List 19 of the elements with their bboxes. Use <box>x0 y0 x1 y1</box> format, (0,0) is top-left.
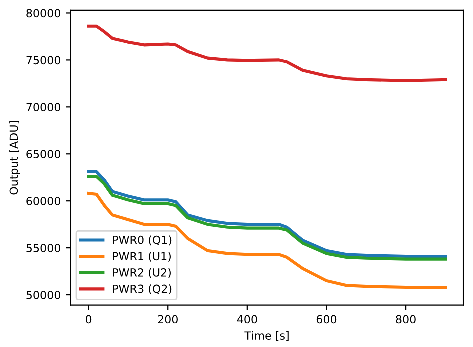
y-tick-label: 50000 <box>26 291 60 300</box>
legend-label: PWR3 (Q2) <box>113 284 172 295</box>
y-tick-label: 65000 <box>26 150 60 159</box>
x-tick-label: 400 <box>237 315 258 324</box>
legend-label: PWR2 (U2) <box>113 268 171 278</box>
x-tick-label: 200 <box>158 315 178 324</box>
x-tick-label: 0 <box>86 315 92 324</box>
y-tick-label: 80000 <box>26 9 60 18</box>
y-axis-title: Output [ADU] <box>10 121 20 195</box>
legend-label: PWR0 (Q1) <box>113 236 172 246</box>
y-tick-label: 70000 <box>26 103 60 112</box>
line-series <box>87 24 448 82</box>
y-tick-label: 75000 <box>26 56 60 65</box>
x-axis-title: Time [s] <box>244 331 289 342</box>
x-tick-label: 600 <box>316 315 337 324</box>
y-tick-label: 60000 <box>26 197 60 206</box>
legend-label: PWR1 (U1) <box>113 252 171 262</box>
x-tick-label: 800 <box>396 315 416 324</box>
y-tick-label: 55000 <box>26 244 60 252</box>
